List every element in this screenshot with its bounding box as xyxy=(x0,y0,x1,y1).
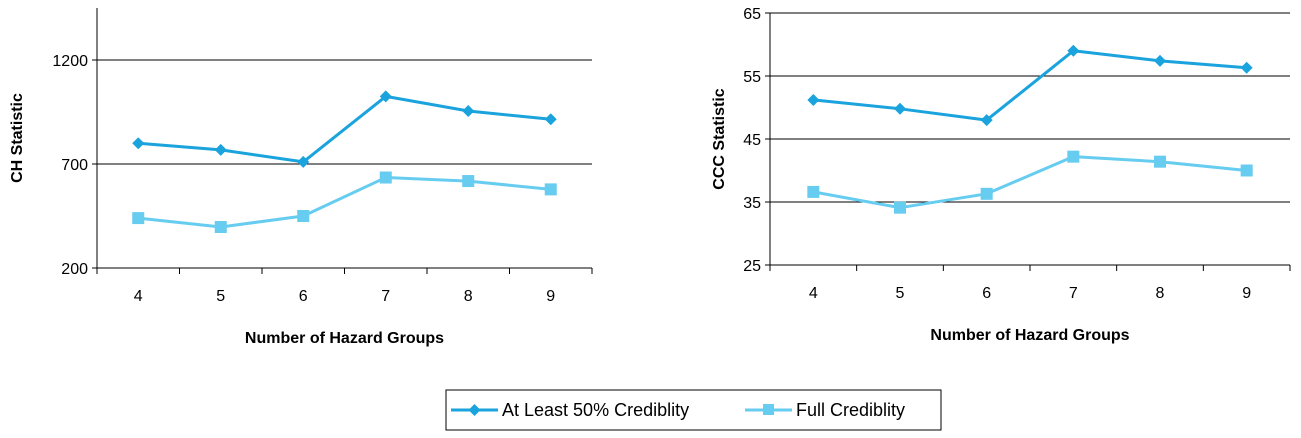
x-tick-label-4: 8 xyxy=(1156,285,1165,302)
data-point-diamond xyxy=(379,90,392,103)
data-point-diamond xyxy=(462,104,475,117)
legend-item-1: Full Crediblity xyxy=(745,400,905,420)
data-point-square xyxy=(462,175,475,188)
x-axis-title: Number of Hazard Groups xyxy=(245,330,444,347)
data-point-diamond xyxy=(297,155,310,168)
data-point-square xyxy=(807,185,820,198)
legend-box xyxy=(445,389,942,431)
data-point-square xyxy=(980,187,993,200)
legend: At Least 50% Crediblity Full Crediblity xyxy=(445,389,942,431)
data-point-square xyxy=(544,183,557,196)
legend-diamond-marker xyxy=(468,404,481,416)
x-tick-label-2: 6 xyxy=(299,288,308,305)
data-point-diamond xyxy=(1067,44,1080,57)
x-tick-label-4: 8 xyxy=(464,288,473,305)
x-tick-label-1: 5 xyxy=(216,288,225,305)
data-point-square xyxy=(297,210,310,222)
series-line-1 xyxy=(813,155,1247,210)
x-tick-label-3: 7 xyxy=(381,288,390,305)
series-line-1 xyxy=(138,176,551,229)
data-point-diamond xyxy=(1154,54,1166,67)
x-tick-label-2: 6 xyxy=(982,285,991,302)
x-tick-label-5: 9 xyxy=(1242,285,1251,302)
series-line-0 xyxy=(813,49,1247,122)
y-tick-label-2: 1200 xyxy=(52,53,88,70)
legend-square-marker xyxy=(763,404,774,415)
data-point-square xyxy=(379,171,392,184)
data-point-square xyxy=(132,212,145,225)
y-tick-label-0: 200 xyxy=(61,261,88,278)
data-point-diamond xyxy=(980,114,993,127)
x-tick-label-3: 7 xyxy=(1069,285,1078,302)
ch-statistic-chart: 200 700 1200 4 5 6 7 8 9 Number of Hazard Groups C… xyxy=(9,8,593,347)
data-point-diamond xyxy=(1240,61,1253,74)
data-point-diamond xyxy=(132,137,145,150)
x-tick-label-5: 9 xyxy=(546,288,555,305)
data-point-square xyxy=(894,201,906,214)
data-point-diamond xyxy=(544,113,557,126)
y-tick-label-4: 65 xyxy=(743,6,761,23)
data-point-diamond xyxy=(894,102,906,115)
y-axis-title: CCC Statistic xyxy=(711,88,728,189)
legend-item-0: At Least 50% Crediblity xyxy=(451,400,689,420)
y-tick-label-2: 45 xyxy=(743,132,761,149)
data-point-diamond xyxy=(214,143,227,156)
y-axis-title: CH Statistic xyxy=(9,93,26,183)
data-point-square xyxy=(214,221,227,234)
y-tick-label-1: 700 xyxy=(61,157,88,174)
data-point-square xyxy=(1240,164,1253,177)
x-tick-label-0: 4 xyxy=(134,288,143,305)
data-point-square xyxy=(1154,155,1166,168)
legend-label-0: At Least 50% Crediblity xyxy=(502,400,689,420)
series-line-0 xyxy=(138,94,551,164)
x-tick-label-1: 5 xyxy=(896,285,905,302)
x-axis-title: Number of Hazard Groups xyxy=(930,327,1129,344)
y-tick-label-1: 35 xyxy=(743,195,761,212)
data-point-diamond xyxy=(807,93,820,106)
legend-label-1: Full Crediblity xyxy=(796,400,905,420)
data-point-square xyxy=(1067,150,1080,163)
y-tick-label-3: 55 xyxy=(743,69,761,86)
x-tick-label-0: 4 xyxy=(809,285,818,302)
y-tick-label-0: 25 xyxy=(743,258,761,275)
